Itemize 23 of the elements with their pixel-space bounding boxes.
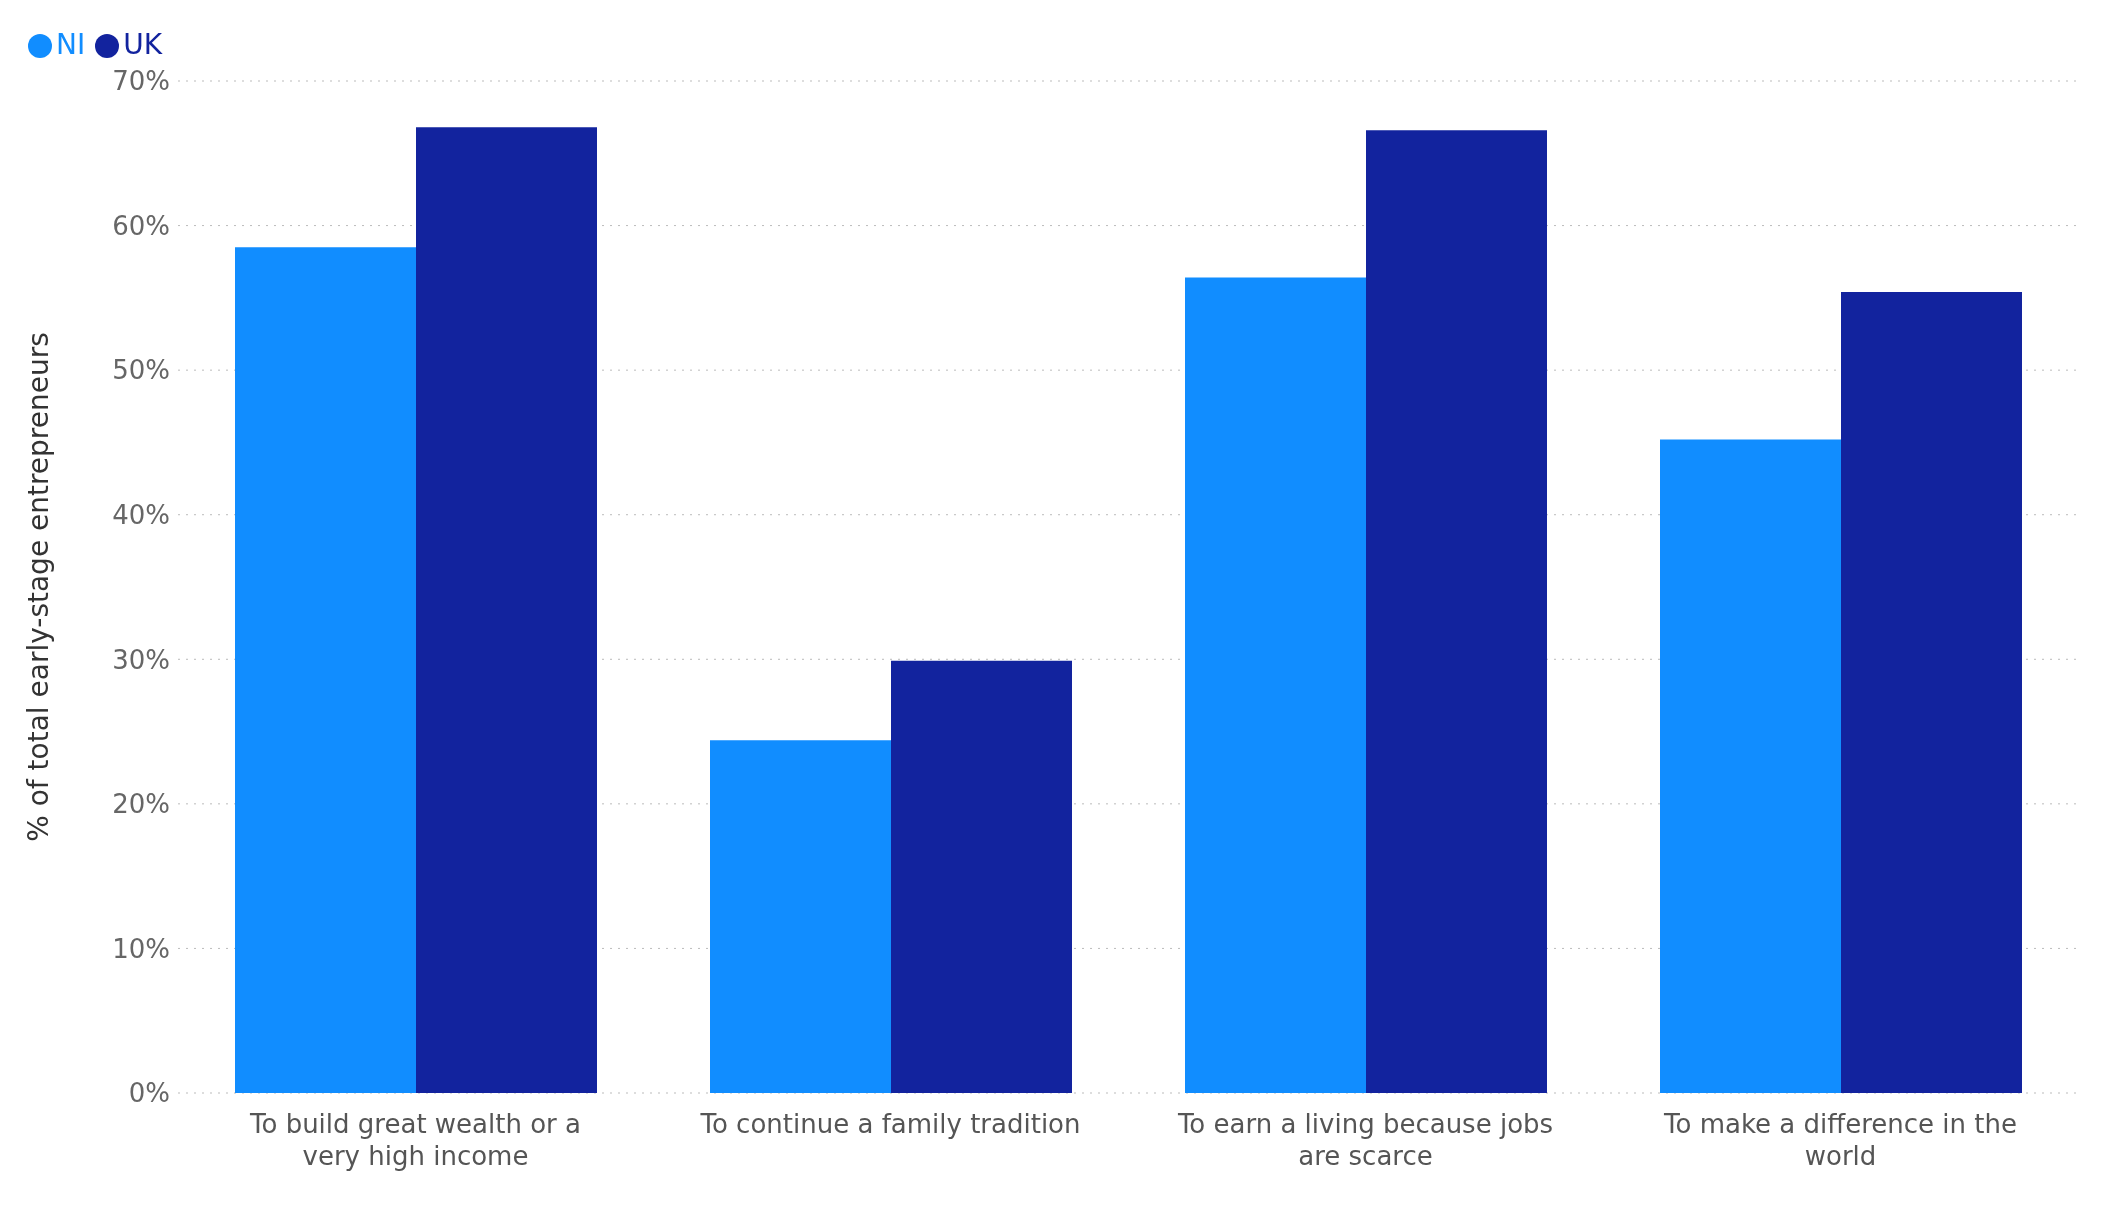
y-tick-label: 70%: [112, 66, 170, 97]
y-tick-label: 20%: [112, 789, 170, 820]
bar: [416, 127, 597, 1093]
bar: [1185, 277, 1366, 1093]
legend-label: NI: [56, 28, 86, 61]
y-tick-label: 30%: [112, 644, 170, 675]
legend-label: UK: [123, 28, 163, 61]
y-tick-label: 60%: [112, 210, 170, 241]
bar: [235, 247, 416, 1093]
bar: [1660, 439, 1841, 1093]
y-tick-label: 40%: [112, 499, 170, 530]
y-tick-label: 0%: [128, 1078, 170, 1109]
bar: [710, 740, 891, 1093]
y-axis-title: % of total early-stage entrepreneurs: [21, 332, 55, 842]
x-tick-label: To earn a living because jobs are scarce: [1176, 1109, 1554, 1171]
bar: [891, 660, 1072, 1093]
bar: [1366, 130, 1547, 1093]
x-tick-label: To build great wealth or a very high income: [249, 1109, 581, 1171]
y-tick-label: 10%: [112, 933, 170, 964]
y-tick-label: 50%: [112, 355, 170, 386]
x-tick-label: To make a difference in the world: [1663, 1109, 2017, 1171]
x-tick-label: To continue a family tradition: [699, 1109, 1081, 1139]
bar: [1841, 292, 2022, 1093]
